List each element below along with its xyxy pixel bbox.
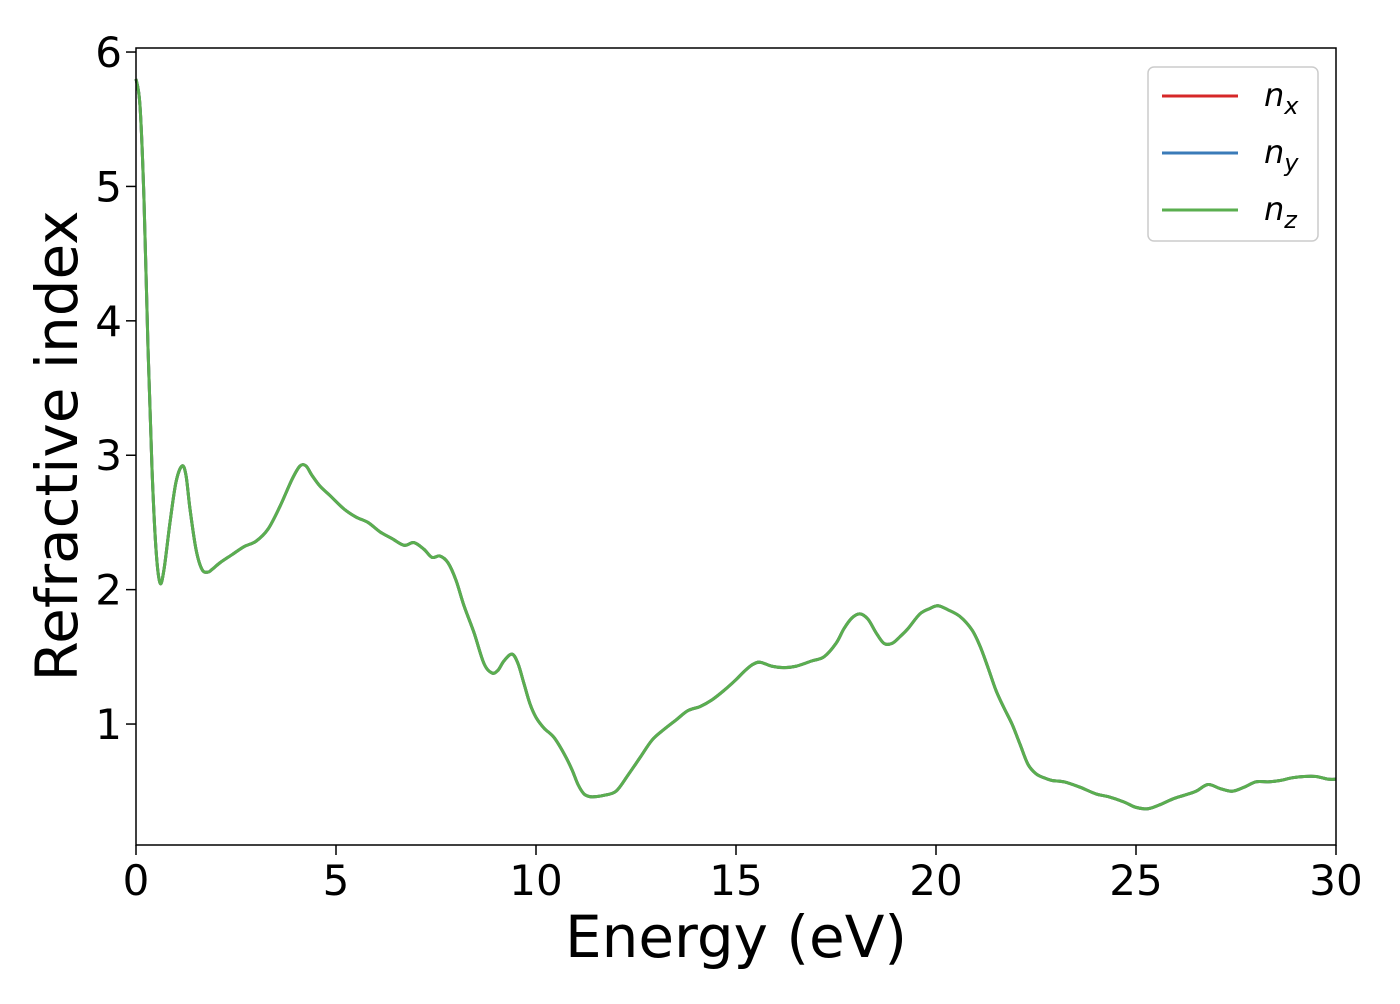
y-tick-label: 6 [95,28,122,77]
y-tick-label: 2 [95,566,122,615]
series-line-nz [134,78,1337,811]
y-axis-ticks: 1 2 3 4 5 6 [95,28,136,749]
x-tick-label: 25 [1109,856,1162,905]
x-tick-label: 20 [909,856,962,905]
y-axis-label: Refractive index [23,210,91,681]
y-tick-label: 1 [95,700,122,749]
x-tick-label: 10 [509,856,562,905]
x-tick-label: 0 [123,856,150,905]
x-axis-ticks: 0 5 10 15 20 25 30 [123,845,1363,905]
y-tick-label: 3 [95,431,122,480]
series-layer [134,78,1337,811]
x-tick-label: 30 [1309,856,1362,905]
y-tick-label: 4 [95,297,122,346]
y-tick-label: 5 [95,162,122,211]
x-tick-label: 15 [709,856,762,905]
x-tick-label: 5 [323,856,350,905]
x-axis-label: Energy (eV) [565,903,907,971]
